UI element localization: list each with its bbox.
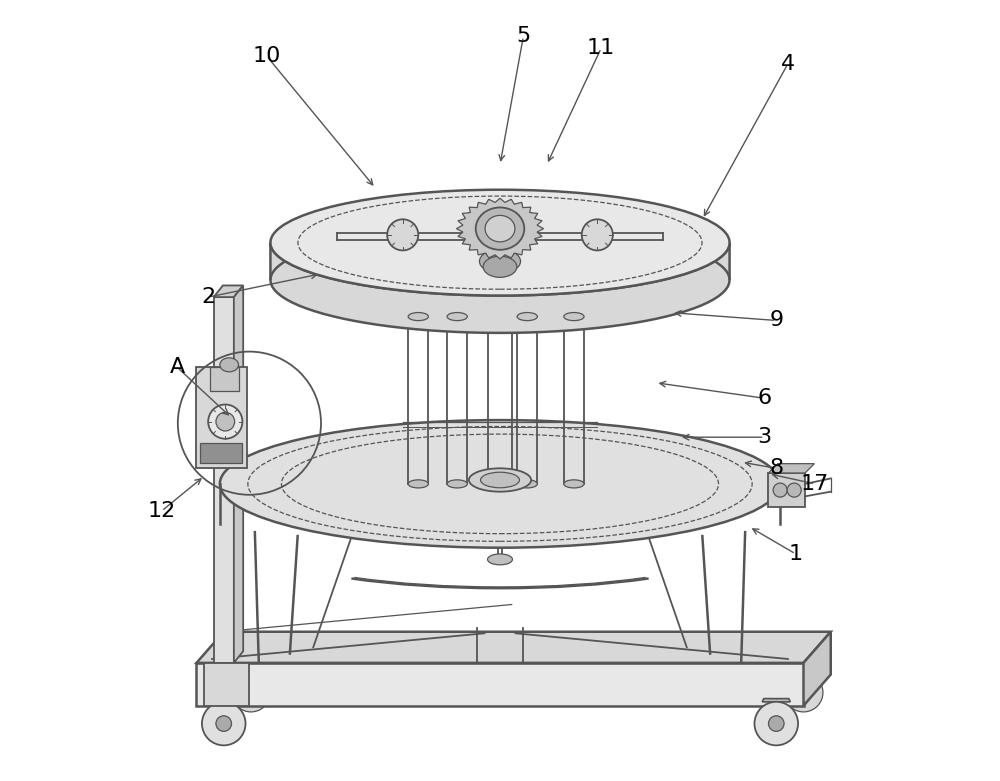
Polygon shape bbox=[270, 243, 730, 333]
Ellipse shape bbox=[387, 219, 418, 251]
Polygon shape bbox=[204, 663, 249, 706]
Polygon shape bbox=[768, 473, 805, 507]
Polygon shape bbox=[214, 285, 243, 297]
Text: 3: 3 bbox=[758, 427, 772, 448]
Text: 17: 17 bbox=[801, 474, 829, 494]
Ellipse shape bbox=[481, 473, 519, 488]
Polygon shape bbox=[210, 367, 239, 390]
Ellipse shape bbox=[408, 480, 428, 488]
Polygon shape bbox=[768, 464, 814, 473]
Ellipse shape bbox=[754, 702, 798, 745]
Polygon shape bbox=[456, 198, 544, 259]
Ellipse shape bbox=[447, 480, 467, 488]
Ellipse shape bbox=[517, 312, 537, 321]
Ellipse shape bbox=[220, 358, 239, 372]
Ellipse shape bbox=[787, 483, 801, 497]
Polygon shape bbox=[200, 443, 242, 463]
Polygon shape bbox=[196, 663, 804, 706]
Ellipse shape bbox=[408, 312, 428, 321]
Polygon shape bbox=[210, 699, 238, 702]
Text: 12: 12 bbox=[147, 501, 176, 521]
Ellipse shape bbox=[447, 312, 467, 321]
Text: 9: 9 bbox=[769, 311, 783, 330]
Text: 6: 6 bbox=[758, 388, 772, 408]
Polygon shape bbox=[214, 297, 234, 663]
Polygon shape bbox=[196, 367, 247, 469]
Text: 4: 4 bbox=[781, 54, 795, 73]
Polygon shape bbox=[762, 699, 790, 702]
Ellipse shape bbox=[220, 420, 780, 547]
Ellipse shape bbox=[564, 480, 584, 488]
Ellipse shape bbox=[216, 716, 232, 731]
Text: A: A bbox=[169, 357, 185, 377]
Ellipse shape bbox=[216, 412, 235, 431]
Polygon shape bbox=[237, 668, 265, 671]
Text: 2: 2 bbox=[201, 287, 215, 307]
Ellipse shape bbox=[270, 190, 730, 295]
Text: 8: 8 bbox=[769, 458, 783, 478]
Ellipse shape bbox=[773, 483, 787, 497]
Ellipse shape bbox=[479, 249, 521, 273]
Ellipse shape bbox=[476, 208, 524, 250]
Ellipse shape bbox=[582, 219, 613, 251]
Ellipse shape bbox=[784, 673, 823, 712]
Ellipse shape bbox=[469, 469, 531, 492]
Polygon shape bbox=[804, 632, 831, 706]
Ellipse shape bbox=[768, 716, 784, 731]
Polygon shape bbox=[196, 632, 831, 663]
Text: 10: 10 bbox=[252, 46, 281, 66]
Ellipse shape bbox=[232, 673, 270, 712]
Ellipse shape bbox=[517, 480, 537, 488]
Ellipse shape bbox=[202, 702, 246, 745]
Polygon shape bbox=[234, 285, 243, 663]
Polygon shape bbox=[789, 668, 818, 671]
Text: 11: 11 bbox=[587, 38, 615, 58]
Ellipse shape bbox=[483, 256, 517, 277]
Ellipse shape bbox=[208, 405, 242, 439]
Ellipse shape bbox=[488, 554, 512, 565]
Text: 5: 5 bbox=[516, 27, 530, 46]
Ellipse shape bbox=[564, 312, 584, 321]
Text: 1: 1 bbox=[789, 544, 803, 564]
Ellipse shape bbox=[485, 216, 515, 242]
